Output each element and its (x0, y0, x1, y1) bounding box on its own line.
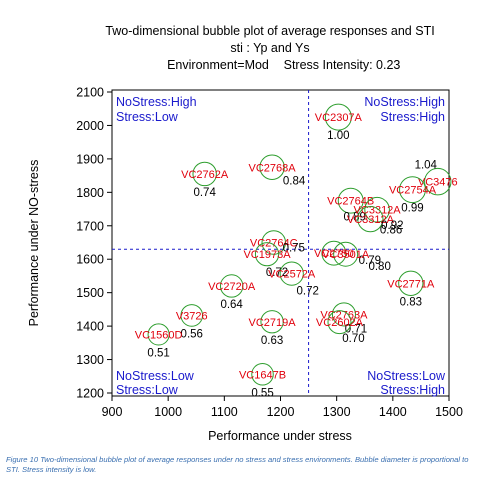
y-tick-label: 1800 (76, 186, 104, 200)
quadrant-top-right-line2: Stress:High (380, 110, 445, 124)
y-tick-label: 1700 (76, 219, 104, 233)
y-tick-label: 2100 (76, 86, 104, 100)
bubble (259, 154, 285, 180)
bubble-sti-value: 0.64 (220, 299, 243, 311)
bubble-label: VC2572A (268, 269, 316, 281)
bubble-label: VC3476 (418, 177, 458, 189)
bubble-sti-value: 0.72 (297, 286, 319, 298)
bubble-label: VC2720A (208, 281, 256, 293)
quadrant-bottom-left-line1: NoStress:Low (116, 369, 195, 383)
bubble-sti-value: 0.89 (344, 212, 366, 224)
bubble-label: VC2763A (320, 309, 368, 321)
bubble (357, 205, 384, 233)
bubble-sti-value: 0.99 (401, 203, 423, 215)
chart-title: Two-dimensional bubble plot of average r… (105, 24, 434, 38)
x-tick-label: 900 (102, 405, 123, 419)
y-tick-label: 1300 (76, 353, 104, 367)
bubble-label: VC2719A (249, 317, 297, 329)
bubble (192, 161, 217, 187)
bubble (337, 187, 364, 214)
bubble-label: VC3312A (347, 214, 395, 226)
y-tick-label: 2000 (76, 119, 104, 133)
bubble (321, 240, 347, 266)
bubble-label: VC2754A (389, 185, 437, 197)
bubble-sti-value: 0.84 (283, 175, 306, 187)
y-tick-label: 1400 (76, 320, 104, 334)
quadrant-top-left-line2: Stress:Low (116, 110, 179, 124)
bubble-label: VC2307A (315, 112, 363, 124)
bubble-sti-value: 0.83 (400, 296, 422, 308)
bubble (327, 310, 352, 335)
bubble-label: VC2768A (249, 162, 297, 174)
bubble-sti-value: 0.86 (380, 225, 402, 237)
quadrant-bottom-left-line2: Stress:Low (116, 383, 179, 397)
bubble-label: VC2764B (327, 196, 374, 208)
bubble-sti-value: 1.04 (415, 160, 438, 172)
y-tick-label: 1200 (76, 387, 104, 401)
bubble-sti-value: 0.79 (359, 255, 381, 267)
environment-label: Environment=Mod (167, 58, 269, 72)
bubble-sti-value: 0.92 (381, 220, 403, 232)
axis-ticks: 900 1000 1100 1200 1300 1400 1500 1200 1300 1400 1… (76, 86, 463, 420)
bubble (260, 310, 284, 334)
x-tick-label: 1400 (379, 405, 407, 419)
bubble-label: VC2764C (250, 238, 298, 250)
bubble (279, 261, 304, 286)
bubble-sti-value: 0.70 (342, 333, 364, 345)
x-tick-label: 1000 (154, 405, 182, 419)
bubble (254, 242, 280, 267)
y-axis-label: Performance under NO-stress (27, 160, 41, 327)
x-tick-label: 1500 (435, 405, 463, 419)
bubble-label: VC2762A (181, 169, 229, 181)
figure-caption: Figure 10 Two-dimensional bubble plot of… (6, 455, 469, 474)
bubble-sti-value: 0.56 (181, 328, 203, 340)
bubble-label: VC2771A (387, 278, 435, 290)
bubble-chart: Two-dimensional bubble plot of average r… (27, 24, 463, 443)
bubble (333, 241, 359, 267)
bubble-label: V3726 (176, 310, 208, 322)
bubble-sti-value: 0.63 (261, 335, 283, 347)
x-tick-label: 1100 (211, 405, 238, 419)
quadrant-bottom-right-line1: NoStress:Low (367, 369, 446, 383)
quadrant-top-left-line1: NoStress:High (116, 95, 197, 109)
bubble (364, 196, 390, 223)
quadrant-bottom-right-line2: Stress:High (380, 383, 445, 397)
y-tick-label: 1900 (76, 152, 104, 166)
bubble-sti-value: 0.51 (147, 347, 169, 359)
bubble (261, 230, 287, 255)
bubble (180, 304, 204, 327)
bubble (424, 167, 452, 196)
x-axis-label: Performance under stress (208, 429, 352, 443)
bubble-sti-value: 0.80 (368, 261, 390, 273)
bubble (147, 323, 170, 346)
quadrant-top-right-line1: NoStress:High (364, 95, 445, 109)
x-tick-label: 1300 (323, 405, 351, 419)
bubble-label: VC1973A (243, 249, 291, 261)
x-tick-label: 1200 (267, 405, 295, 419)
bubble-sti-value: 0.55 (251, 387, 273, 399)
bubble (219, 274, 244, 298)
bubble-sti-value: 0.75 (283, 243, 305, 255)
bubble-label: VC3501A (322, 249, 370, 261)
chart-subtitle: sti : Yp and Ys (230, 41, 309, 55)
bubble-label: VC2602A (316, 317, 364, 329)
bubble (331, 302, 357, 327)
bubbles: VC2307A 1.00 VC3476 1.04 VC2754A 0.99 VC2762A 0… (135, 103, 458, 399)
stress-intensity-label: Stress Intensity: 0.23 (284, 58, 401, 72)
bubble-label: VC1560D (135, 329, 183, 341)
bubble (398, 270, 424, 296)
bubble-sti-value: 1.00 (327, 130, 349, 142)
bubble-sti-value: 0.72 (266, 267, 288, 279)
bubble (251, 363, 274, 386)
bubble-sti-value: 0.74 (193, 187, 216, 199)
bubble (399, 176, 426, 204)
bubble (324, 103, 352, 131)
y-tick-label: 1600 (76, 253, 104, 267)
bubble-label: VC1647B (239, 369, 286, 381)
y-tick-label: 1500 (76, 286, 104, 300)
